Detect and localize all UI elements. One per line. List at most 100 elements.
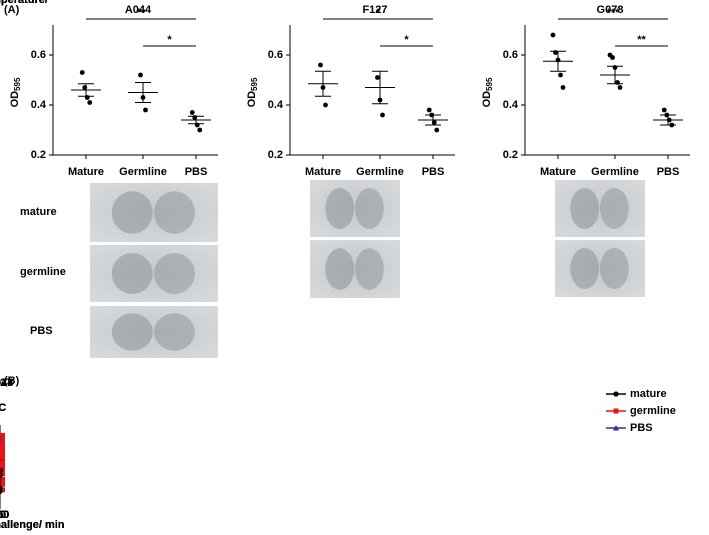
panel-label: (A) bbox=[4, 4, 20, 16]
y-axis-unit: °C bbox=[0, 402, 6, 414]
x-tick-label: 150 bbox=[0, 509, 9, 521]
point bbox=[0, 437, 5, 443]
photo-cell bbox=[600, 187, 629, 230]
point bbox=[0, 463, 5, 469]
x-tick-label: Germline bbox=[356, 166, 404, 178]
y-axis-label: body temperature/ bbox=[0, 0, 48, 6]
point bbox=[0, 446, 5, 452]
dot bbox=[318, 62, 323, 68]
chart-title: F127 bbox=[0, 377, 13, 389]
y-tick-label: 0.4 bbox=[31, 99, 47, 111]
dot bbox=[610, 55, 615, 60]
y-axis-label-subscript: 595 bbox=[13, 77, 22, 91]
y-axis-label-main: OD bbox=[9, 91, 21, 108]
y-tick-label: 0.4 bbox=[503, 99, 519, 111]
legend-marker bbox=[613, 391, 619, 397]
point bbox=[0, 477, 5, 483]
photo-cell bbox=[154, 313, 195, 351]
legend-label: PBS bbox=[630, 422, 653, 434]
point bbox=[0, 470, 5, 476]
x-tick-label: PBS bbox=[657, 166, 680, 178]
dot bbox=[323, 102, 328, 108]
point bbox=[0, 481, 5, 487]
dot bbox=[375, 75, 380, 80]
x-tick-label: 150 bbox=[0, 509, 9, 521]
y-tick-label: 0.2 bbox=[31, 149, 46, 161]
dot bbox=[550, 32, 556, 38]
y-tick-label: 0.4 bbox=[268, 99, 284, 111]
point bbox=[0, 468, 3, 474]
legend-label: germline bbox=[630, 405, 676, 417]
chart-title: A044 bbox=[0, 377, 14, 389]
y-tick-label: 0.6 bbox=[503, 49, 518, 61]
y-axis-unit: °C bbox=[0, 402, 6, 414]
photo-cell bbox=[570, 247, 600, 290]
x-axis-label: time after challenge/ min bbox=[0, 519, 65, 531]
dot bbox=[138, 72, 143, 78]
significance-label: *** bbox=[607, 7, 621, 19]
x-axis-label: time after challenge/ min bbox=[0, 519, 65, 531]
x-tick-label: PBS bbox=[185, 166, 208, 178]
photo-cell bbox=[355, 248, 384, 290]
y-tick-label: 0.2 bbox=[503, 149, 518, 161]
x-tick-label: Mature bbox=[68, 166, 104, 178]
photo-cell bbox=[154, 252, 195, 295]
y-axis-label: OD595 bbox=[9, 77, 22, 107]
x-tick-label: Mature bbox=[540, 166, 576, 178]
y-axis-label-main: OD bbox=[246, 91, 258, 108]
dot bbox=[617, 85, 623, 90]
x-tick-label: Germline bbox=[119, 166, 167, 178]
x-tick-label: 50 bbox=[0, 509, 6, 521]
point bbox=[0, 449, 5, 455]
significance-label: * bbox=[167, 34, 172, 46]
x-tick-label: 0 bbox=[0, 509, 3, 521]
dot bbox=[426, 107, 432, 113]
x-tick-label: 150 bbox=[0, 509, 9, 521]
significance-label: ** bbox=[137, 7, 146, 19]
x-tick-label: 0 bbox=[0, 509, 3, 521]
image-row-label: germline bbox=[20, 266, 66, 278]
significance-label: * bbox=[404, 34, 409, 46]
y-axis-label-main: OD bbox=[481, 91, 493, 108]
photo-cell bbox=[111, 252, 153, 295]
y-axis-label: OD595 bbox=[246, 77, 259, 107]
x-tick-label: PBS bbox=[422, 166, 445, 178]
x-tick-label: 100 bbox=[0, 509, 9, 521]
y-axis-label: body temperature/ bbox=[0, 0, 48, 6]
point bbox=[0, 455, 5, 461]
x-tick-label: 50 bbox=[0, 509, 6, 521]
point bbox=[0, 487, 5, 493]
dot bbox=[197, 127, 203, 133]
photo-cell bbox=[570, 187, 600, 230]
significance-label: ** bbox=[637, 34, 646, 46]
dot bbox=[558, 72, 563, 78]
dot bbox=[189, 110, 195, 115]
y-axis-unit: °C bbox=[0, 402, 6, 414]
legend-marker bbox=[613, 408, 619, 414]
dot bbox=[560, 85, 566, 90]
photo bbox=[555, 180, 645, 237]
point bbox=[0, 432, 5, 438]
legend-label: mature bbox=[630, 388, 667, 400]
y-tick-label: 0.2 bbox=[268, 149, 283, 161]
point bbox=[0, 488, 3, 494]
photo-cell bbox=[600, 247, 629, 290]
dot bbox=[661, 107, 667, 113]
x-tick-label: 100 bbox=[0, 509, 9, 521]
chart-title: F127 bbox=[362, 4, 387, 16]
legend-marker bbox=[613, 425, 619, 431]
y-axis-label-subscript: 595 bbox=[250, 77, 259, 91]
dot bbox=[380, 112, 385, 118]
x-axis-label: time after challenge/ min bbox=[0, 519, 65, 531]
photo-cell bbox=[355, 187, 384, 230]
point bbox=[0, 472, 3, 478]
photo-cell bbox=[325, 187, 355, 230]
dot bbox=[87, 100, 93, 105]
dot bbox=[434, 127, 440, 133]
y-axis-label: body temperature/ bbox=[0, 0, 48, 6]
photo bbox=[555, 240, 645, 297]
y-axis-label: OD595 bbox=[481, 77, 494, 107]
x-tick-label: Mature bbox=[305, 166, 341, 178]
image-row-label: PBS bbox=[30, 325, 53, 337]
dot bbox=[143, 107, 148, 113]
